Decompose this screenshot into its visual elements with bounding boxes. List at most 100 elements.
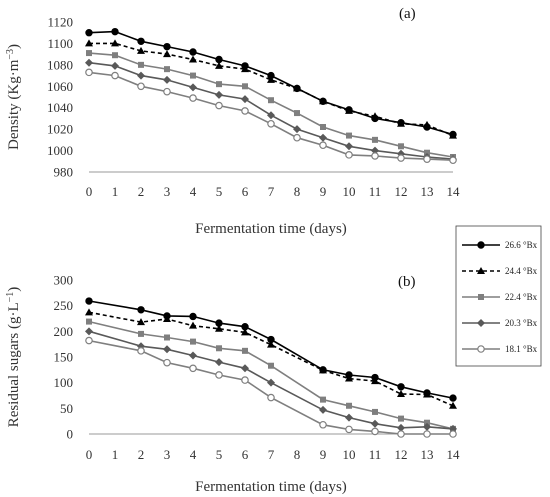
data-point: [449, 131, 457, 139]
data-point: [189, 83, 197, 92]
data-point: [215, 90, 223, 99]
data-point: [111, 61, 119, 70]
x-tick-label: 7: [268, 184, 275, 199]
x-tick-label: 4: [190, 184, 197, 199]
y-axis-title-close: ): [6, 44, 22, 49]
x-tick-label: 9: [320, 184, 327, 199]
data-point: [320, 124, 326, 130]
y-tick-label: 50: [60, 401, 73, 416]
x-tick-label: 1: [112, 184, 119, 199]
data-point: [241, 65, 249, 73]
data-point: [216, 345, 222, 352]
series-24.4-bx: [85, 308, 457, 409]
data-point: [423, 430, 431, 438]
data-point: [137, 71, 145, 80]
legend: 26.6 °Bx 24.4 °Bx 22.4 °Bx 20.3 °Bx 18.1 °Bx: [455, 225, 542, 367]
data-point: [345, 106, 353, 114]
data-point: [163, 75, 171, 84]
data-point: [345, 142, 353, 151]
data-point: [85, 39, 93, 47]
y-axis-title-main: Residual sugars (g·L: [6, 302, 22, 427]
x-tick-label: 0: [86, 447, 93, 462]
data-point: [85, 29, 93, 37]
data-point: [397, 383, 405, 391]
data-point: [241, 328, 249, 336]
data-point: [189, 351, 197, 360]
data-point: [111, 27, 119, 36]
legend-swatch-marker: [477, 267, 485, 274]
data-point: [85, 327, 93, 336]
data-point: [163, 50, 171, 58]
data-point: [346, 132, 352, 139]
x-tick-label: 12: [395, 184, 408, 199]
y-tick-label: 1040: [47, 100, 73, 115]
x-tick-label: 14: [447, 447, 461, 462]
data-point: [189, 321, 197, 329]
data-point: [163, 345, 171, 354]
data-point: [319, 133, 327, 142]
x-tick-label: 11: [369, 447, 382, 462]
data-point: [372, 408, 378, 415]
data-point: [85, 68, 93, 77]
x-tick-label: 14: [447, 184, 461, 199]
data-point: [242, 83, 248, 90]
x-tick-label: 4: [190, 447, 197, 462]
data-point: [267, 75, 275, 83]
y-tick-label: 200: [54, 324, 74, 339]
x-tick-label: 2: [138, 184, 145, 199]
y-axis-title: Density (Kg·m−3): [5, 44, 23, 150]
series-18.1-bx: [85, 336, 457, 438]
series-22.4-bx: [86, 318, 456, 432]
data-point: [320, 396, 326, 403]
data-point: [371, 112, 379, 120]
y-tick-label: 300: [54, 273, 74, 288]
data-point: [137, 46, 145, 54]
data-point: [86, 318, 92, 325]
data-point: [267, 378, 275, 387]
data-point: [449, 430, 457, 438]
x-tick-label: 0: [86, 184, 93, 199]
y-tick-label: 250: [54, 298, 74, 313]
data-point: [215, 101, 223, 110]
series-20.3-bx: [85, 327, 457, 433]
y-tick-label: 1020: [47, 122, 73, 137]
data-point: [267, 119, 275, 128]
x-tick-label: 9: [320, 447, 327, 462]
data-point: [137, 82, 145, 91]
data-point: [449, 401, 457, 409]
data-point: [241, 95, 249, 104]
data-point: [241, 107, 249, 115]
x-tick-label: 13: [421, 184, 434, 199]
data-point: [163, 315, 171, 323]
x-tick-label: 5: [216, 447, 223, 462]
data-point: [215, 371, 223, 379]
data-point: [215, 61, 223, 69]
y-tick-label: 1080: [47, 57, 73, 72]
series-18.1-bx: [85, 68, 457, 165]
panel-label: (b): [398, 274, 416, 290]
data-point: [371, 427, 379, 436]
data-point: [423, 120, 431, 128]
x-tick-label: 12: [395, 447, 408, 462]
y-tick-label: 1120: [47, 15, 73, 30]
legend-entry-label: 18.1 °Bx: [505, 344, 538, 354]
data-point: [85, 58, 93, 67]
data-point: [449, 394, 457, 402]
y-tick-label: 1100: [47, 36, 73, 51]
data-point: [164, 334, 170, 341]
data-point: [111, 71, 119, 80]
data-point: [397, 154, 405, 162]
x-tick-label: 11: [369, 184, 382, 199]
data-point: [397, 430, 405, 438]
data-point: [267, 393, 275, 402]
data-point: [293, 125, 301, 134]
data-point: [137, 318, 145, 326]
panel-label: (a): [399, 6, 416, 22]
data-point: [423, 422, 431, 431]
data-point: [397, 119, 405, 127]
y-axis-title-close: ): [6, 287, 22, 292]
data-point: [137, 306, 145, 314]
data-point: [268, 97, 274, 104]
data-point: [424, 149, 430, 156]
